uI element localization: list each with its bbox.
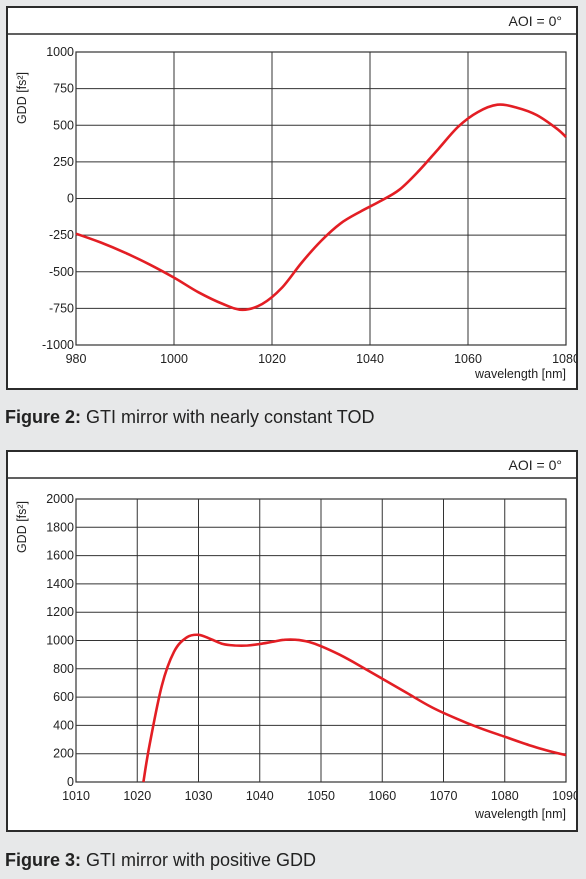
gdd-chart-figure-2: 980 1000 1020 1040 1060 1080 -1000 -750 -500 -250… bbox=[8, 33, 576, 381]
figure-3-caption-label: Figure 3: bbox=[5, 850, 82, 870]
gdd-curve bbox=[142, 633, 567, 783]
figure-2-caption: Figure 2: GTI mirror with nearly constan… bbox=[5, 407, 374, 428]
y-axis-label: GDD [fs²] bbox=[15, 72, 29, 124]
y-tick-label: 250 bbox=[53, 155, 74, 169]
y-tick-label: 600 bbox=[53, 690, 74, 704]
x-tick-label: 1040 bbox=[356, 352, 384, 366]
x-tick-label: 1000 bbox=[160, 352, 188, 366]
plot-frame bbox=[75, 498, 567, 783]
x-tick-label: 980 bbox=[66, 352, 87, 366]
y-tick-label: 1600 bbox=[46, 549, 74, 563]
y-tick-label: 400 bbox=[53, 718, 74, 732]
x-tick-label: 1070 bbox=[430, 789, 458, 803]
x-tick-label: 1050 bbox=[307, 789, 335, 803]
plot-frame bbox=[75, 51, 567, 346]
y-tick-label: 0 bbox=[67, 192, 74, 206]
y-axis-label: GDD [fs²] bbox=[15, 501, 29, 553]
figure-3-caption: Figure 3: GTI mirror with positive GDD bbox=[5, 850, 316, 871]
y-tick-label: 0 bbox=[67, 775, 74, 789]
y-tick-label: -750 bbox=[49, 301, 74, 315]
figure-2-caption-label: Figure 2: bbox=[5, 407, 82, 427]
aoi-label: AOI = 0° bbox=[508, 457, 562, 473]
y-tick-label: 750 bbox=[53, 82, 74, 96]
y-tick-label: -1000 bbox=[42, 338, 74, 352]
x-tick-label: 1060 bbox=[368, 789, 396, 803]
y-tick-label: 200 bbox=[53, 747, 74, 761]
gdd-curve bbox=[75, 103, 567, 312]
x-tick-label: 1020 bbox=[123, 789, 151, 803]
x-tick-label: 1020 bbox=[258, 352, 286, 366]
y-tick-label: 1200 bbox=[46, 605, 74, 619]
chart-panel-figure-2: AOI = 0° 980 1000 1020 1040 1060 1080 -1000 -75… bbox=[6, 6, 578, 390]
x-axis-label: wavelength [nm] bbox=[474, 807, 566, 821]
y-tick-label: 800 bbox=[53, 662, 74, 676]
x-tick-label: 1010 bbox=[62, 789, 90, 803]
x-tick-label: 1080 bbox=[552, 352, 576, 366]
chart-panel-figure-3: AOI = 0° 1010 1020 1030 1040 1050 1060 1070 108… bbox=[6, 450, 578, 832]
y-tick-label: -500 bbox=[49, 265, 74, 279]
x-tick-label: 1030 bbox=[185, 789, 213, 803]
x-tick-label: 1080 bbox=[491, 789, 519, 803]
figure-3-caption-text: GTI mirror with positive GDD bbox=[86, 850, 317, 870]
y-tick-label: 1000 bbox=[46, 45, 74, 59]
y-tick-label: -250 bbox=[49, 228, 74, 242]
aoi-label: AOI = 0° bbox=[508, 13, 562, 29]
x-tick-label: 1060 bbox=[454, 352, 482, 366]
y-tick-label: 1800 bbox=[46, 520, 74, 534]
figure-2-caption-text: GTI mirror with nearly constant TOD bbox=[86, 407, 375, 427]
y-tick-label: 1000 bbox=[46, 634, 74, 648]
y-tick-label: 2000 bbox=[46, 492, 74, 506]
x-axis-label: wavelength [nm] bbox=[474, 367, 566, 381]
y-tick-label: 500 bbox=[53, 118, 74, 132]
x-tick-label: 1040 bbox=[246, 789, 274, 803]
y-tick-label: 1400 bbox=[46, 577, 74, 591]
